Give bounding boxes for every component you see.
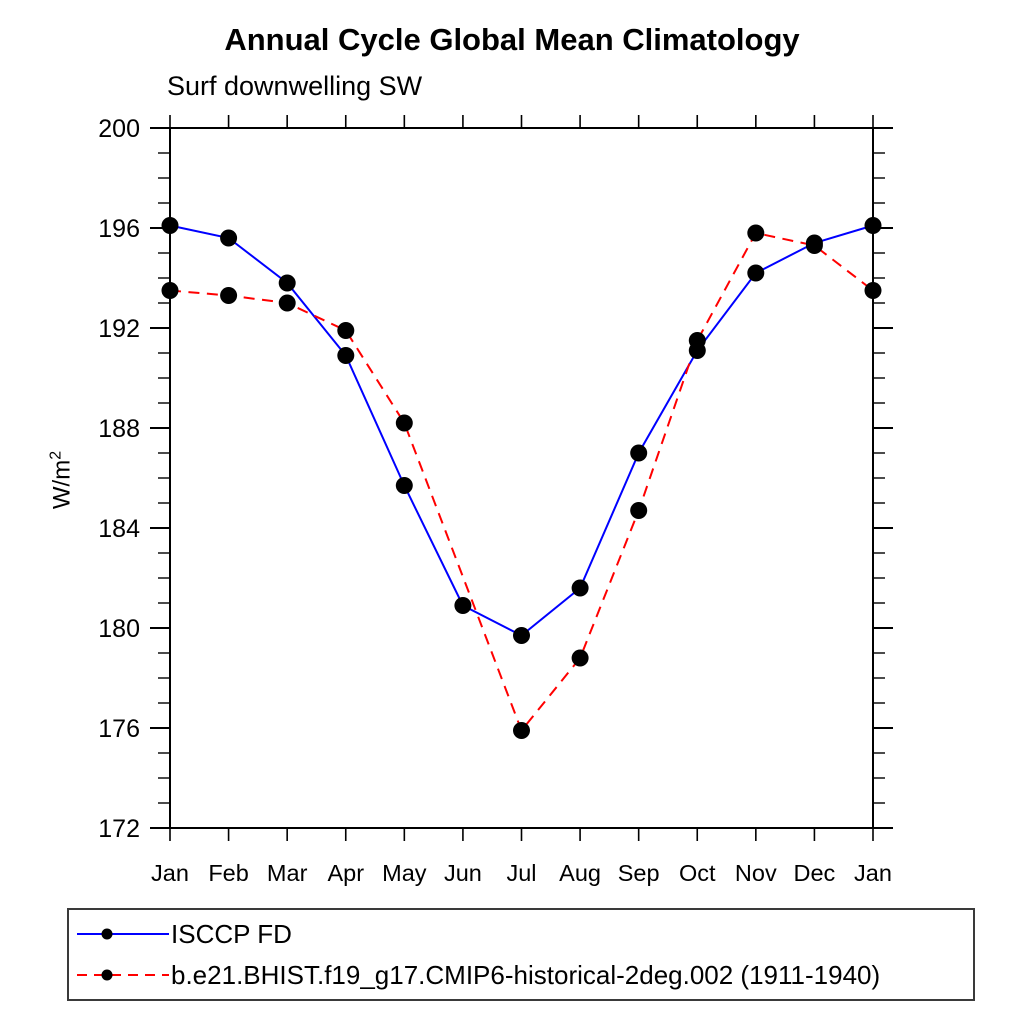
y-tick-label: 176 (98, 715, 140, 743)
data-point-marker-s0-Aug (571, 579, 589, 597)
data-point-marker-s1-Dec (805, 237, 823, 254)
x-tick-label: Jun (444, 860, 482, 886)
data-point-marker-s1-Jan (161, 282, 179, 299)
data-point-marker-s0-Jan (161, 217, 179, 234)
legend-entry-isccp: ISCCP FD (69, 914, 973, 954)
x-tick-label: May (382, 860, 427, 886)
x-tick-label: Mar (267, 860, 308, 886)
data-point-marker-s1-Feb (220, 287, 238, 304)
data-point-marker-s0-Mar (278, 274, 296, 292)
x-tick-label: Aug (559, 860, 601, 886)
legend-line-sample-model (77, 969, 169, 981)
legend-label-isccp: ISCCP FD (171, 918, 292, 949)
series-line-0 (169, 224, 874, 637)
data-point-marker-s1-Sep (630, 502, 648, 519)
data-point-marker-s0-Jul (513, 627, 530, 644)
x-tick-label: Sep (618, 860, 660, 886)
x-tick-label: Oct (679, 860, 716, 886)
data-point-marker-s0-Nov (747, 264, 765, 282)
series-line-1 (169, 231, 874, 733)
chart-title: Annual Cycle Global Mean Climatology (224, 22, 800, 57)
data-point-marker-s1-Nov (747, 224, 765, 242)
x-tick-label: Nov (735, 860, 777, 886)
y-tick-label: 184 (98, 515, 140, 543)
legend-entry-model: b.e21.BHIST.f19_g17.CMIP6-historical-2de… (69, 955, 973, 995)
data-point-marker-s0-Feb (220, 229, 238, 247)
y-tick-label: 192 (98, 315, 140, 343)
legend-box: ISCCP FD b.e21.BHIST.f19_g17.CMIP6-histo… (67, 908, 975, 1001)
x-tick-label: Dec (794, 860, 836, 886)
data-point-marker-s0-Jan (864, 217, 882, 234)
legend-marker-model (101, 969, 113, 981)
chart-subtitle: Surf downwelling SW (167, 71, 423, 101)
data-point-marker-s1-Apr (337, 322, 355, 339)
data-point-marker-s0-Sep (630, 444, 648, 462)
data-point-marker-s1-Jul (513, 722, 530, 739)
data-point-marker-s1-Mar (278, 294, 296, 312)
data-point-marker-s1-Jan (864, 282, 882, 299)
y-tick-label: 180 (98, 615, 140, 643)
legend-marker-isccp (101, 928, 113, 940)
x-tick-label: Apr (327, 860, 364, 886)
data-point-marker-s0-Apr (337, 347, 355, 364)
plot-frame (169, 127, 874, 829)
legend-line-sample-isccp (77, 928, 169, 940)
x-tick-label: Jan (151, 860, 189, 886)
data-point-marker-s1-May (395, 414, 413, 432)
x-tick-label: Jul (506, 860, 536, 886)
y-tick-label: 188 (98, 415, 140, 443)
data-point-marker-s1-Aug (571, 649, 589, 667)
y-tick-label: 172 (98, 815, 140, 843)
x-tick-label: Jan (854, 860, 892, 886)
y-tick-label: 196 (98, 215, 140, 243)
data-point-marker-s1-Oct (688, 332, 706, 349)
data-point-marker-s0-May (395, 477, 413, 494)
data-point-marker-s0-Jun (454, 597, 472, 614)
x-tick-label: Feb (208, 860, 249, 886)
y-tick-label: 200 (98, 115, 140, 143)
legend-label-model: b.e21.BHIST.f19_g17.CMIP6-historical-2de… (171, 959, 881, 990)
